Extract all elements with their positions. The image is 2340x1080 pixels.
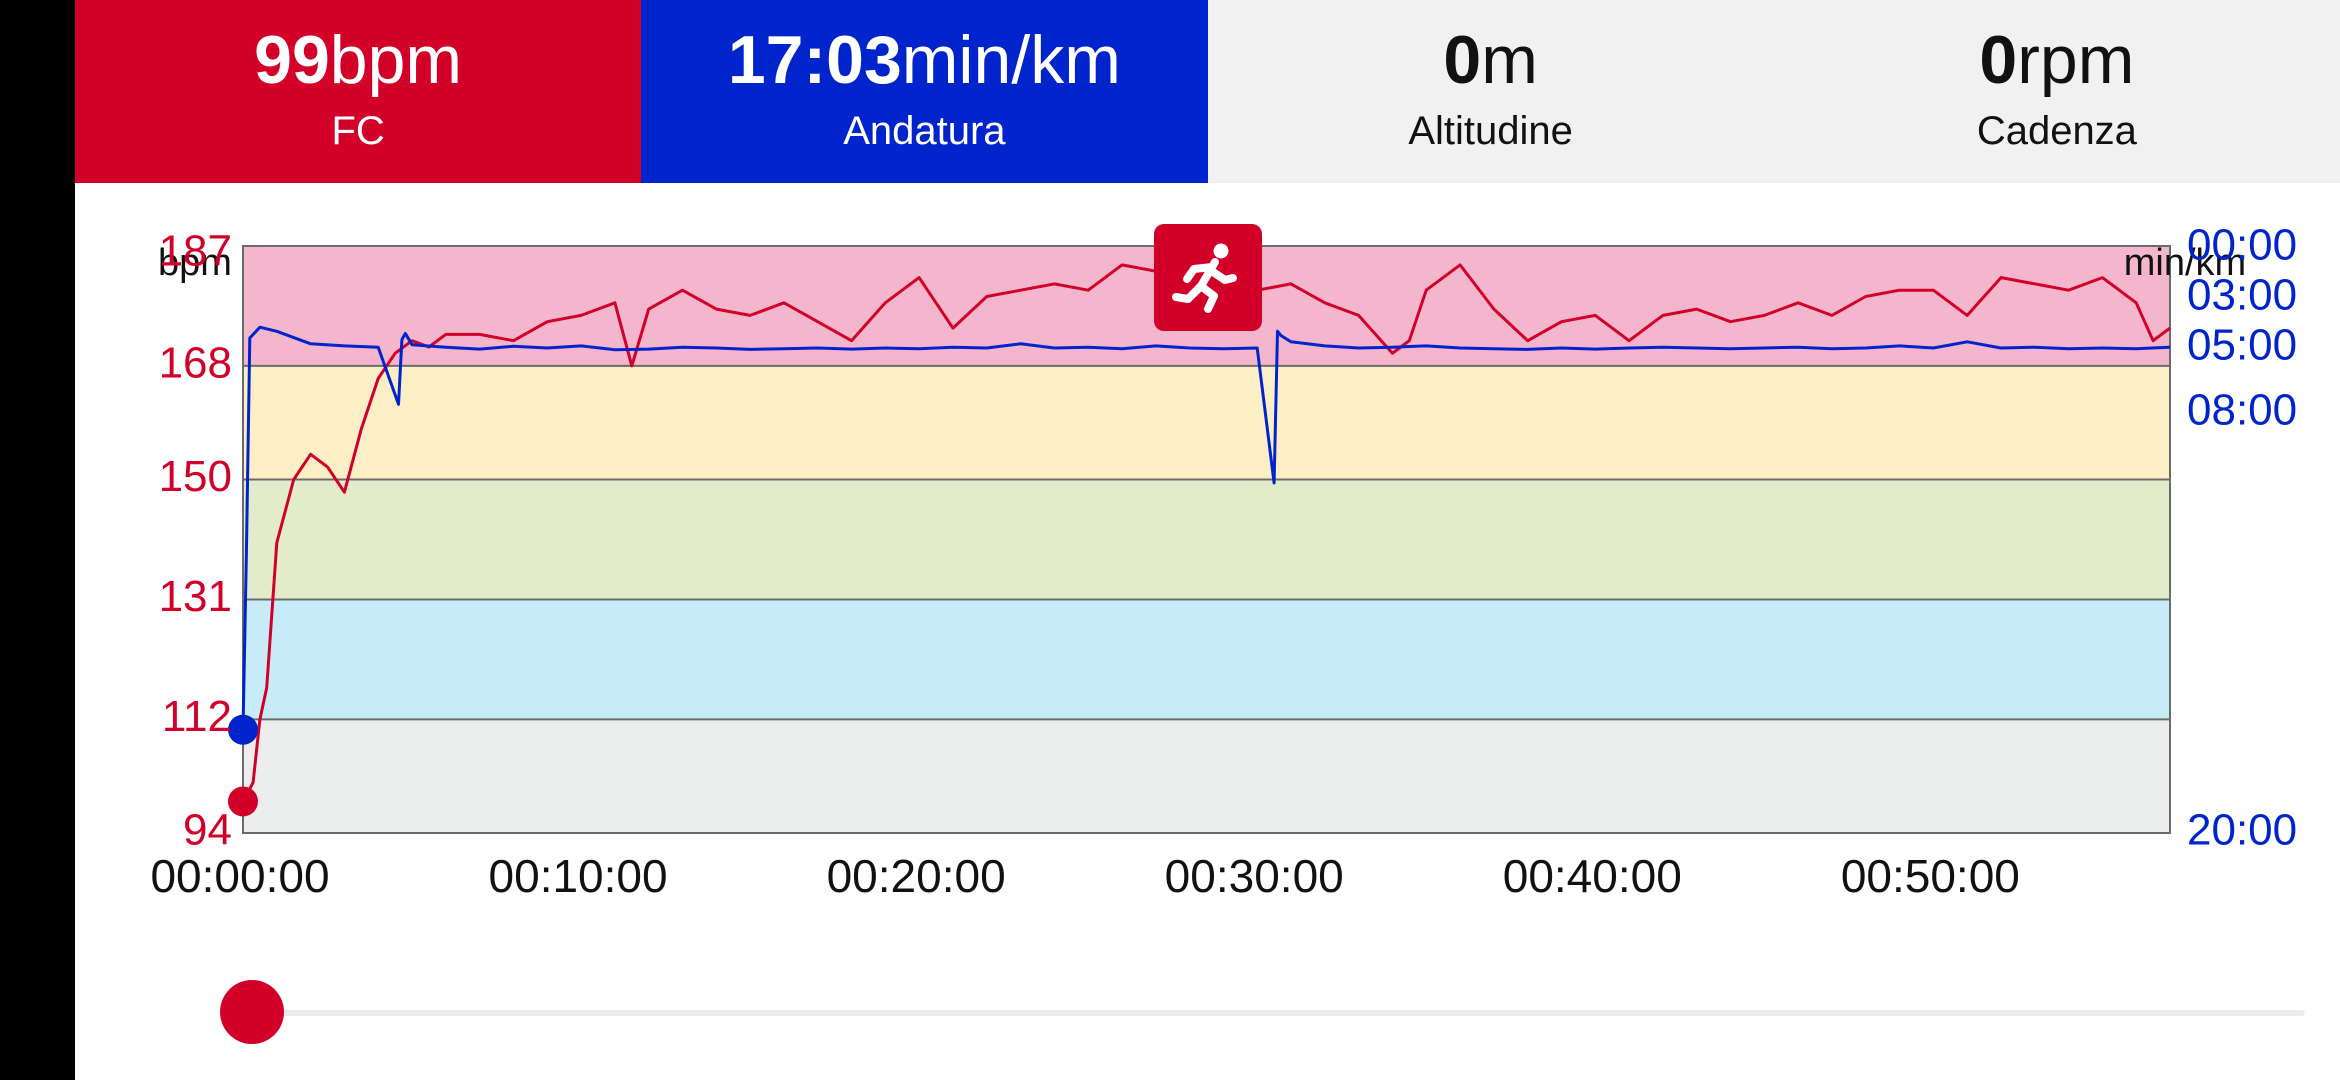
x-tick-label: 00:40:00 xyxy=(1503,850,1682,902)
hr-cursor-marker xyxy=(228,786,258,817)
slider-thumb[interactable] xyxy=(220,980,284,1044)
right-tick-label: 03:00 xyxy=(2187,271,2297,320)
right-tick-label: 00:00 xyxy=(2187,221,2297,270)
left-axis-title: bpm xyxy=(158,242,232,284)
cadence-tile[interactable]: 0rpm Cadenza xyxy=(1773,0,2340,183)
hr-zone-band xyxy=(243,599,2170,720)
hr-zone-band xyxy=(243,365,2170,480)
cadence-value: 0rpm xyxy=(1979,22,2135,98)
heart-rate-tile[interactable]: 99bpm FC xyxy=(75,0,642,183)
right-tick-label: 08:00 xyxy=(2187,386,2297,435)
x-tick-label: 00:10:00 xyxy=(489,850,668,902)
running-person-icon xyxy=(1154,224,1262,331)
pace-value: 17:03min/km xyxy=(727,22,1121,98)
right-tick-label: 20:00 xyxy=(2187,806,2297,855)
left-tick-label: 131 xyxy=(159,572,232,621)
slider-track[interactable] xyxy=(250,1010,2305,1016)
pace-label: Andatura xyxy=(843,109,1006,153)
heart-rate-value: 99bpm xyxy=(254,22,463,98)
altitude-value: 0m xyxy=(1443,22,1538,98)
timeline-slider[interactable] xyxy=(220,980,2325,1050)
hr-zone-band xyxy=(243,719,2170,833)
heart-rate-label: FC xyxy=(331,109,385,153)
left-tick-label: 112 xyxy=(162,692,232,741)
hr-zone-band xyxy=(243,479,2170,600)
left-tick-label: 150 xyxy=(159,452,232,501)
x-tick-label: 00:00:00 xyxy=(150,850,329,902)
x-tick-label: 00:50:00 xyxy=(1841,850,2020,902)
pace-series-line xyxy=(241,325,2171,730)
pace-cursor-marker xyxy=(228,714,258,745)
right-axis-title: min/km xyxy=(2124,242,2246,284)
altitude-label: Altitudine xyxy=(1408,109,1573,153)
x-tick-label: 00:20:00 xyxy=(827,850,1006,902)
cadence-label: Cadenza xyxy=(1976,109,2137,153)
left-tick-label: 168 xyxy=(159,339,232,388)
left-edge-bar xyxy=(0,0,75,1080)
x-tick-label: 00:30:00 xyxy=(1165,850,1344,902)
stats-header: 99bpm FC 17:03min/km Andatura 0m Altitud… xyxy=(75,0,2340,183)
chart-area: bpm min/km 187 168 150 131 112 94 00:00 03:00 05:0… xyxy=(75,183,2340,1080)
pace-tile[interactable]: 17:03min/km Andatura xyxy=(641,0,1208,183)
hr-pace-chart[interactable]: bpm min/km 187 168 150 131 112 94 00:0003:0005:0… xyxy=(75,183,2340,1080)
left-tick-label: 187 xyxy=(159,227,232,276)
right-tick-label: 05:00 xyxy=(2187,321,2297,370)
altitude-tile[interactable]: 0m Altitudine xyxy=(1207,0,1774,183)
left-tick-label: 94 xyxy=(183,806,232,855)
